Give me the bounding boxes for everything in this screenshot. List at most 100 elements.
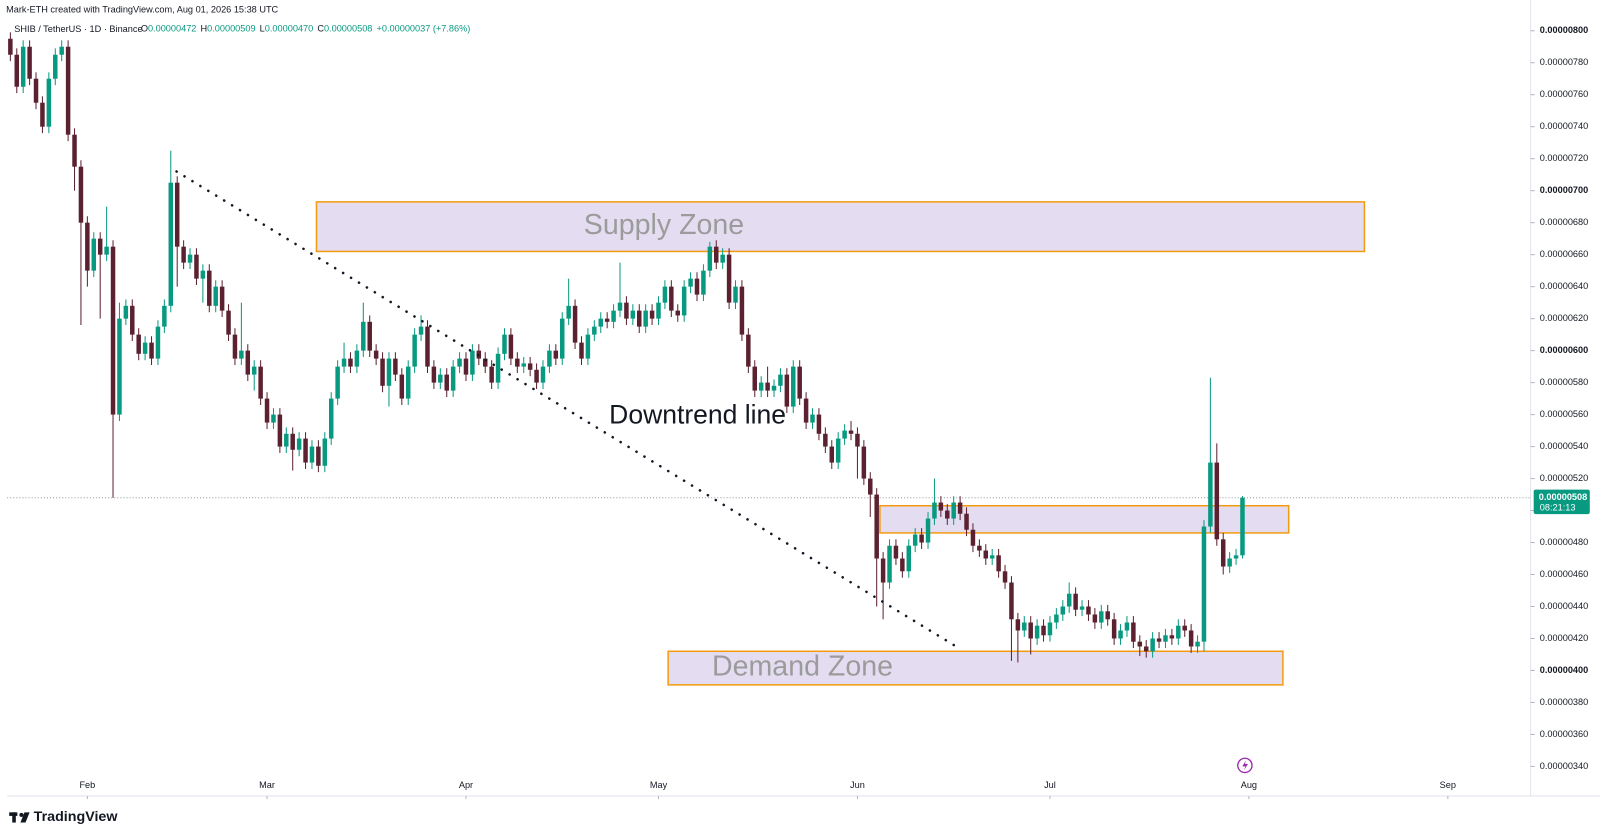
candle-body: [226, 310, 231, 335]
candle-body: [386, 358, 392, 386]
candle-body: [1201, 526, 1207, 642]
x-tick-label: May: [650, 780, 668, 790]
candle-body: [848, 430, 854, 434]
candle-body: [373, 350, 379, 359]
candle-body: [906, 545, 912, 572]
candle-body: [431, 366, 437, 383]
candle-body: [983, 550, 989, 559]
x-tick-label: Jul: [1044, 780, 1056, 790]
y-tick-label: 0.00000700: [1540, 185, 1588, 195]
candle-body: [996, 555, 1001, 572]
candle-body: [746, 334, 751, 367]
candle-body: [970, 529, 976, 546]
candle-body: [585, 334, 591, 359]
candle-body: [855, 433, 860, 447]
candle-body: [1009, 582, 1014, 620]
alert-icon: [1237, 757, 1253, 774]
candle-body: [399, 374, 405, 399]
y-tick-label: 0.00000540: [1540, 441, 1588, 451]
candle-body: [142, 342, 148, 354]
alert-bolt: [1242, 760, 1248, 771]
candle-body: [912, 534, 918, 546]
candle-body: [579, 342, 584, 359]
candle-body: [547, 350, 552, 367]
candle-body: [945, 510, 950, 519]
candle-body: [40, 102, 45, 127]
candle-body: [104, 246, 109, 255]
candle-body: [540, 366, 546, 383]
candle-body: [264, 398, 270, 423]
candle-body: [162, 305, 167, 327]
candle-body: [123, 305, 129, 319]
readout-key: L: [260, 24, 265, 34]
candle-body: [662, 286, 668, 303]
candle-body: [880, 558, 886, 583]
x-tick-label: Sep: [1440, 780, 1456, 790]
candle-body: [72, 134, 77, 167]
readout-value: 0.00000508: [324, 24, 372, 34]
last-price-label: 0.00000508: [1539, 492, 1587, 502]
candle-body: [239, 350, 244, 359]
candle-body: [33, 78, 39, 103]
candle-body: [482, 358, 488, 367]
candle-body: [1066, 593, 1072, 607]
candle-body: [527, 363, 533, 370]
candle-body: [559, 318, 565, 359]
candle-body: [534, 369, 539, 383]
candle-body: [91, 238, 97, 271]
candle-body: [271, 414, 276, 423]
y-tick-label: 0.00000620: [1540, 313, 1588, 323]
candle-body: [977, 545, 982, 551]
candle-body: [1054, 614, 1059, 623]
candle-body: [412, 334, 417, 367]
candle-body: [213, 286, 218, 306]
candle-body: [1060, 606, 1066, 615]
logo-mark: [19, 812, 24, 817]
candle-body: [354, 350, 360, 367]
candle-body: [168, 182, 174, 306]
candle-body: [758, 382, 764, 391]
x-tick-label: Aug: [1241, 780, 1257, 790]
candle-body: [861, 446, 867, 479]
candle-body: [1028, 622, 1033, 639]
candle-body: [842, 430, 847, 439]
candle-body: [803, 398, 809, 423]
candle-body: [957, 502, 963, 514]
candle-body: [1182, 625, 1187, 631]
candle-body: [951, 502, 956, 519]
candle-body: [1099, 611, 1104, 623]
candle-body: [495, 353, 501, 383]
y-tick-label: 0.00000600: [1540, 345, 1588, 355]
candle-body: [932, 502, 937, 519]
candle-body: [335, 366, 340, 399]
y-tick-label: 0.00000360: [1540, 729, 1588, 739]
candle-body: [1169, 635, 1175, 639]
candle-body: [14, 54, 20, 87]
watermark: Mark-ETH created with TradingView.com, A…: [6, 5, 278, 15]
candle-body: [65, 46, 71, 135]
y-tick-label: 0.00000740: [1540, 121, 1588, 131]
candle-body: [868, 478, 873, 495]
zone-label: Demand Zone: [712, 651, 893, 683]
candle-body: [85, 222, 90, 271]
candle-body: [97, 238, 103, 255]
candle-body: [572, 305, 578, 343]
candle-body: [8, 38, 13, 55]
candle-body: [1195, 641, 1200, 647]
y-tick-label: 0.00000800: [1540, 25, 1588, 35]
candle-body: [194, 254, 199, 279]
candle-body: [1156, 638, 1162, 642]
candle-body: [707, 246, 713, 271]
candle-body: [1092, 614, 1098, 623]
candle-body: [470, 350, 475, 375]
x-tick-label: Jun: [850, 780, 865, 790]
candle-body: [155, 326, 161, 359]
countdown: 08:21:13: [1540, 502, 1576, 512]
candle-body: [200, 270, 206, 279]
candle-body: [207, 270, 212, 306]
candle-body: [598, 318, 603, 327]
candle-body: [489, 366, 494, 383]
footer-logo-text: TradingView: [34, 809, 119, 825]
